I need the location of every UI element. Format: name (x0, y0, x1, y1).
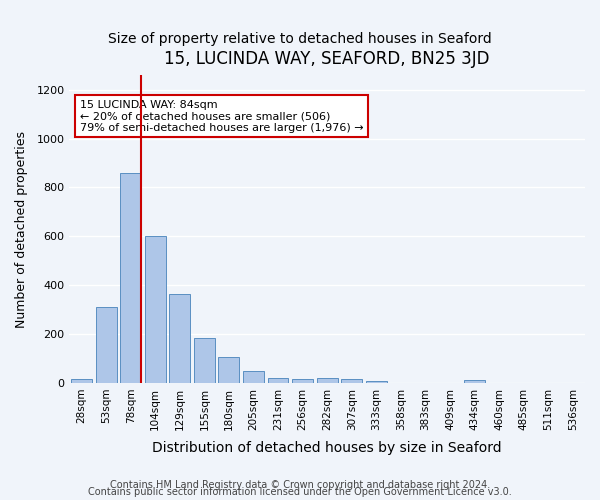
Bar (366, 381, 387, 383)
Bar (120, 173, 141, 383)
Bar (317, 378, 338, 383)
Bar (268, 378, 289, 383)
Bar (194, 338, 215, 383)
Text: Contains public sector information licensed under the Open Government Licence v3: Contains public sector information licen… (88, 487, 512, 497)
Y-axis label: Number of detached properties: Number of detached properties (15, 130, 28, 328)
Bar (71, 379, 92, 383)
Title: 15, LUCINDA WAY, SEAFORD, BN25 3JD: 15, LUCINDA WAY, SEAFORD, BN25 3JD (164, 50, 490, 68)
X-axis label: Distribution of detached houses by size in Seaford: Distribution of detached houses by size … (152, 441, 502, 455)
Bar (218, 358, 239, 383)
Text: Size of property relative to detached houses in Seaford: Size of property relative to detached ho… (108, 32, 492, 46)
Bar (96, 307, 116, 383)
Bar (169, 294, 190, 383)
Text: 15 LUCINDA WAY: 84sqm
← 20% of detached houses are smaller (506)
79% of semi-det: 15 LUCINDA WAY: 84sqm ← 20% of detached … (80, 100, 363, 133)
Bar (292, 379, 313, 383)
Bar (464, 380, 485, 383)
Bar (341, 378, 362, 383)
Bar (145, 236, 166, 383)
Bar (243, 371, 264, 383)
Text: Contains HM Land Registry data © Crown copyright and database right 2024.: Contains HM Land Registry data © Crown c… (110, 480, 490, 490)
